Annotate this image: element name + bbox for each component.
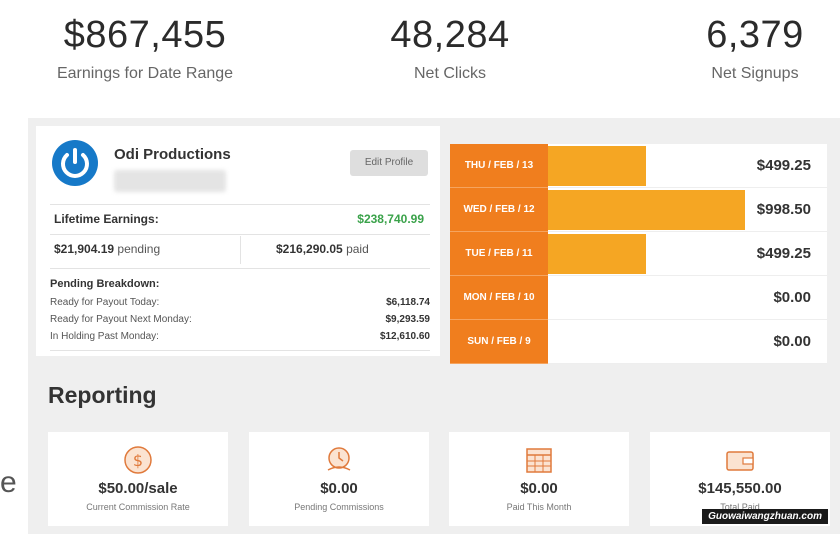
stat-value: $867,455	[63, 14, 227, 56]
chart-category-label: THU / FEB / 13	[450, 144, 548, 188]
card-value: $50.00/sale	[98, 480, 178, 497]
divider	[50, 268, 430, 269]
divider	[50, 350, 430, 351]
lifetime-earnings-label: Lifetime Earnings:	[54, 212, 159, 226]
chart-row-divider	[548, 187, 827, 188]
chart-row-divider	[548, 319, 827, 320]
clock-hand-icon	[327, 447, 351, 471]
blurred-account-info	[114, 170, 226, 192]
divider	[50, 234, 430, 235]
chart-bar	[548, 146, 646, 186]
card-label: Pending Commissions	[294, 502, 384, 512]
lifetime-earnings-value: $238,740.99	[357, 212, 424, 226]
chart-row: TUE / FEB / 11 $499.25	[450, 232, 827, 276]
reporting-title: Reporting	[48, 382, 157, 408]
breakdown-amount: $12,610.60	[379, 331, 430, 342]
chart-row-divider	[548, 363, 827, 364]
profile-card: Odi Productions Edit Profile Lifetime Ea…	[36, 126, 440, 356]
chart-category-label: WED / FEB / 12	[450, 188, 548, 232]
chart-value-label: $0.00	[773, 333, 811, 350]
stats-bar: $867,455 Earnings for Date Range 48,284 …	[0, 0, 840, 118]
stat-signups: 6,379 Net Signups	[650, 14, 840, 83]
breakdown-row: Ready for Payout Today: $6,118.74	[50, 297, 430, 308]
pending-total: $21,904.19 pending	[54, 242, 160, 256]
stat-clicks: 48,284 Net Clicks	[345, 14, 555, 83]
commission-rate-card: $ $50.00/sale Current Commission Rate	[48, 432, 228, 526]
divider	[50, 204, 430, 205]
power-logo-icon	[52, 140, 98, 186]
chart-category-label: SUN / FEB / 9	[450, 320, 548, 364]
stat-label: Earnings for Date Range	[56, 65, 234, 82]
chart-bar	[548, 190, 745, 230]
stat-label: Net Clicks	[413, 65, 486, 82]
chart-row: SUN / FEB / 9 $0.00	[450, 320, 827, 364]
card-label: Current Commission Rate	[86, 502, 190, 512]
breakdown-label: In Holding Past Monday:	[50, 331, 159, 342]
chart-category-label: TUE / FEB / 11	[450, 232, 548, 276]
chart-row: MON / FEB / 10 $0.00	[450, 276, 827, 320]
breakdown-amount: $6,118.74	[386, 297, 430, 308]
breakdown-row: In Holding Past Monday: $12,610.60	[50, 331, 430, 342]
breakdown-label: Ready for Payout Next Monday:	[50, 314, 192, 325]
pending-amount: $21,904.19	[54, 242, 115, 256]
pending-breakdown-title: Pending Breakdown:	[50, 278, 160, 290]
stat-label: Net Signups	[711, 65, 799, 82]
stat-value: 48,284	[390, 14, 510, 56]
cropped-edge-text: e	[0, 466, 17, 499]
pending-commissions-card: $0.00 Pending Commissions	[249, 432, 429, 526]
pending-word: pending	[117, 242, 161, 256]
card-value: $0.00	[520, 480, 558, 497]
chart-row-divider	[548, 275, 827, 276]
chart-value-label: $998.50	[756, 201, 811, 218]
svg-text:$: $	[133, 451, 143, 470]
chart-value-label: $499.25	[756, 245, 811, 262]
breakdown-amount: $9,293.59	[385, 314, 431, 325]
paid-this-month-card: $0.00 Paid This Month	[449, 432, 629, 526]
card-value: $145,550.00	[698, 480, 782, 497]
paid-word: paid	[346, 242, 369, 256]
dollar-coin-icon: $	[124, 446, 152, 474]
card-value: $0.00	[320, 480, 358, 497]
watermark: Guowaiwangzhuan.com	[702, 509, 828, 524]
chart-value-label: $0.00	[773, 289, 811, 306]
paid-total: $216,290.05 paid	[276, 242, 369, 256]
breakdown-label: Ready for Payout Today:	[50, 297, 160, 308]
paid-amount: $216,290.05	[276, 242, 343, 256]
divider	[240, 236, 241, 264]
chart-value-label: $499.25	[756, 157, 811, 174]
card-label: Total Paid	[720, 502, 760, 512]
stat-earnings: $867,455 Earnings for Date Range	[40, 14, 250, 83]
calendar-icon	[526, 448, 552, 473]
company-name: Odi Productions	[114, 146, 231, 163]
chart-bar	[548, 234, 646, 274]
card-label: Paid This Month	[506, 502, 572, 512]
wallet-icon	[726, 451, 754, 471]
stat-value: 6,379	[706, 14, 804, 56]
chart-category-label: MON / FEB / 10	[450, 276, 548, 320]
edit-profile-button[interactable]: Edit Profile	[350, 150, 428, 176]
chart-row: THU / FEB / 13 $499.25	[450, 144, 827, 188]
breakdown-row: Ready for Payout Next Monday: $9,293.59	[50, 314, 430, 325]
chart-row: WED / FEB / 12 $998.50	[450, 188, 827, 232]
daily-earnings-chart: THU / FEB / 13 $499.25 WED / FEB / 12 $998.…	[450, 144, 827, 364]
chart-row-divider	[548, 231, 827, 232]
